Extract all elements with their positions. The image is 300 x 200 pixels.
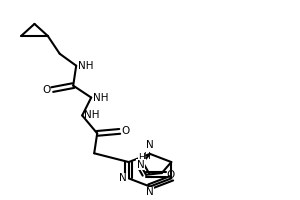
Text: NH: NH [93,93,108,103]
Text: H: H [143,152,150,161]
Text: N: N [119,173,127,183]
Text: N: N [136,160,144,170]
Text: O: O [167,170,175,180]
Text: NH: NH [78,61,93,71]
Text: NH: NH [84,110,99,120]
Text: O: O [121,126,129,136]
Text: H: H [139,153,145,162]
Text: N: N [146,187,154,197]
Text: O: O [43,85,51,95]
Text: N: N [146,140,154,150]
